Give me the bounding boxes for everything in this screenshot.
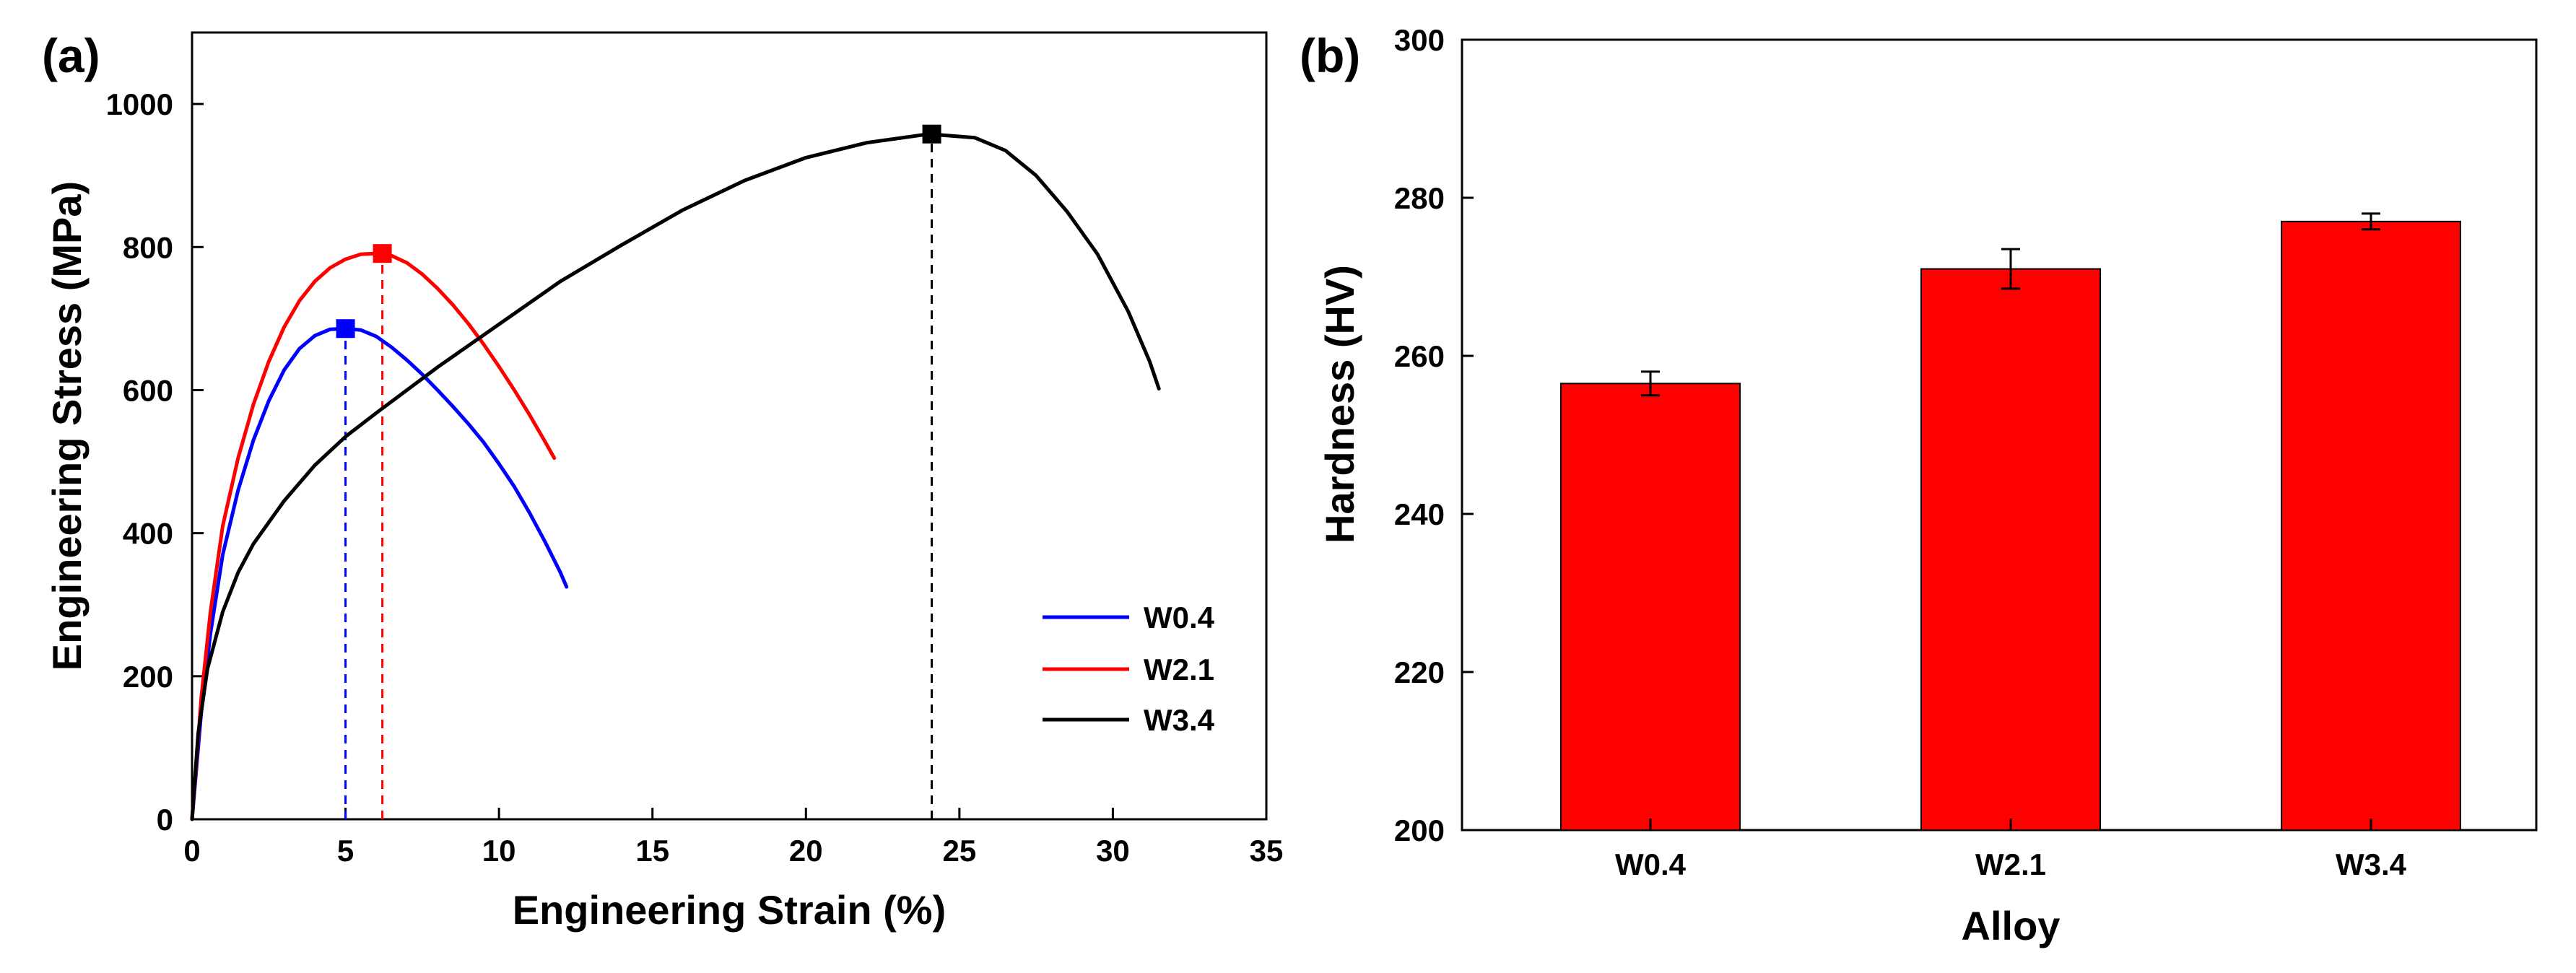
- panel-b-bars: [1560, 220, 2461, 832]
- uts-marker: [336, 319, 355, 339]
- panel-b-x-axis-title: Alloy: [1962, 903, 2061, 948]
- x-tick-label: 0: [183, 834, 200, 868]
- x-tick-label: 35: [1250, 834, 1284, 868]
- panel-a-series-lines: [190, 132, 1161, 821]
- panel-a-line-chart: (a) 0 5 10 15 20 25 30 35 0 200 400 600 800 1000 W0.…: [42, 29, 1283, 933]
- hardness-bar: [1560, 383, 1741, 831]
- y-tick-label: 0: [157, 803, 173, 837]
- panel-b-label: (b): [1300, 29, 1360, 82]
- legend-label: W0.4: [1144, 601, 1215, 634]
- y-tick-label: 200: [1394, 813, 1445, 847]
- y-tick-label: 260: [1394, 339, 1445, 373]
- legend-label: W2.1: [1144, 653, 1214, 686]
- series-line: [190, 132, 1161, 821]
- y-tick-label: 600: [123, 373, 173, 407]
- x-tick-label: W3.4: [2336, 847, 2407, 881]
- x-tick-label: 20: [789, 834, 823, 868]
- panel-a-legend: W0.4 W2.1 W3.4: [1043, 601, 1215, 737]
- x-tick-label: 30: [1096, 834, 1130, 868]
- uts-marker: [373, 244, 392, 263]
- x-tick-label: 5: [337, 834, 354, 868]
- hardness-bar: [2281, 220, 2461, 832]
- panel-a-uts-markers: [336, 124, 941, 339]
- y-tick-label: 200: [123, 660, 173, 694]
- panel-b-y-axis-title: Hardness (HV): [1317, 265, 1362, 544]
- panel-b-bar-chart: (b) 200 220 240 260 280 300 W0.4 W2.1 W3.4 Allo…: [1300, 23, 2538, 948]
- legend-label: W3.4: [1144, 703, 1215, 737]
- y-tick-label: 400: [123, 517, 173, 551]
- panel-a-uts-drop-lines: [344, 134, 934, 819]
- panel-a-plot-frame: [191, 31, 1268, 821]
- y-tick-label: 220: [1394, 655, 1445, 689]
- x-tick-label: W0.4: [1615, 847, 1687, 881]
- y-tick-label: 240: [1394, 497, 1445, 531]
- hardness-bar: [1920, 268, 2101, 831]
- panel-a-label: (a): [42, 29, 100, 82]
- series-line: [190, 251, 557, 821]
- panel-b-y-ticks: 200 220 240 260 280 300: [1394, 23, 1474, 847]
- x-tick-label: W2.1: [1975, 847, 2046, 881]
- y-tick-label: 1000: [106, 87, 173, 121]
- y-tick-label: 800: [123, 230, 173, 264]
- x-tick-label: 15: [635, 834, 669, 868]
- y-tick-label: 300: [1394, 23, 1445, 57]
- panel-b-x-ticks: W0.4 W2.1 W3.4: [1615, 819, 2407, 881]
- panel-b-error-bars: [1641, 212, 2380, 397]
- y-tick-label: 280: [1394, 181, 1445, 215]
- uts-marker: [922, 124, 941, 144]
- x-tick-label: 10: [482, 834, 516, 868]
- panel-a-y-axis-title: Engineering Stress (MPa): [44, 181, 90, 671]
- panel-a-x-ticks: 0 5 10 15 20 25 30 35: [183, 808, 1283, 868]
- panel-a-y-ticks: 0 200 400 600 800 1000: [106, 87, 204, 837]
- series-line: [190, 326, 569, 821]
- panel-a-x-axis-title: Engineering Strain (%): [513, 887, 947, 933]
- x-tick-label: 25: [942, 834, 976, 868]
